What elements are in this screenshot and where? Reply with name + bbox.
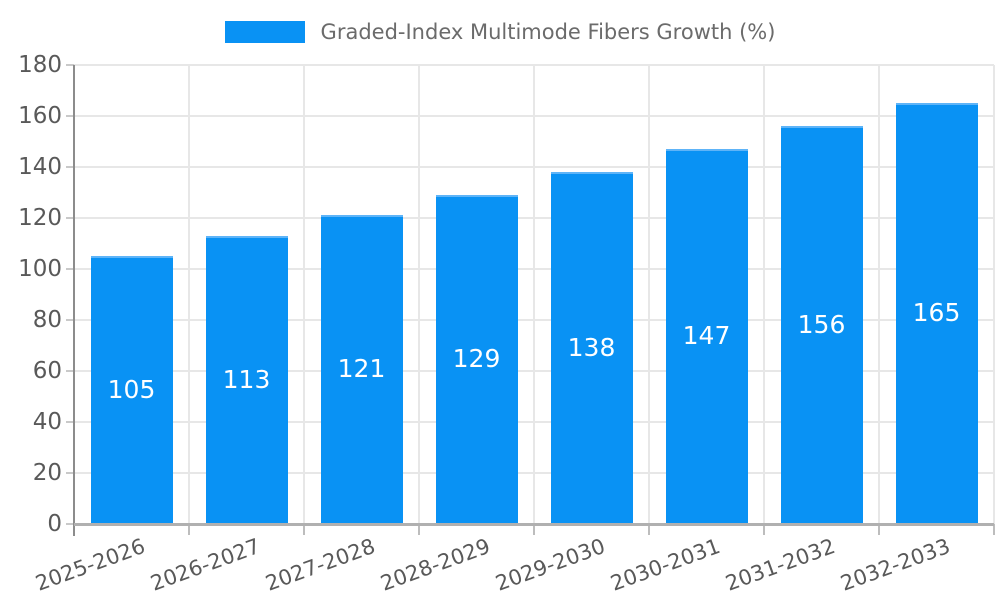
x-axis-tick	[303, 523, 305, 535]
bar[interactable]	[665, 149, 748, 524]
gridline-vertical	[878, 65, 880, 524]
y-axis-tick-label: 140	[18, 153, 62, 180]
y-axis-tick	[66, 471, 74, 474]
x-axis-tick	[533, 523, 535, 535]
bar-value-label: 138	[567, 332, 616, 362]
bar-value-label: 121	[337, 354, 386, 384]
y-axis-tick	[66, 165, 74, 168]
gridline-vertical	[533, 65, 535, 524]
y-axis-tick-label: 40	[32, 408, 62, 435]
y-axis-tick-label: 0	[47, 510, 62, 537]
bar-value-label: 105	[107, 374, 156, 404]
x-axis-tick-label: 2026-2027	[146, 533, 263, 596]
x-axis-tick-label: 2030-2031	[606, 533, 723, 596]
x-axis-tick	[993, 523, 995, 535]
chart-legend[interactable]: Graded-Index Multimode Fibers Growth (%)	[0, 20, 1000, 44]
x-axis-tick-label: 2027-2028	[261, 533, 378, 596]
bar[interactable]	[895, 103, 978, 524]
gridline-vertical	[303, 65, 305, 524]
x-axis-tick	[648, 523, 650, 535]
y-axis-tick	[66, 369, 74, 372]
x-axis-tick	[188, 523, 190, 535]
x-axis-tick	[763, 523, 765, 535]
gridline-vertical	[188, 65, 190, 524]
y-axis-tick-label: 100	[18, 255, 62, 282]
bar-value-label: 165	[912, 298, 961, 328]
bar[interactable]	[435, 194, 518, 524]
gridline-vertical	[418, 65, 420, 524]
bar[interactable]	[780, 126, 863, 524]
y-axis-tick	[66, 216, 74, 219]
bar-value-label: 129	[452, 344, 501, 374]
y-axis-tick	[66, 267, 74, 270]
y-axis-line	[73, 65, 75, 536]
bar[interactable]	[550, 171, 633, 524]
y-axis-tick	[66, 64, 74, 66]
bar-value-label: 113	[222, 364, 271, 394]
bar-value-label: 147	[682, 321, 731, 351]
legend-swatch-icon	[224, 21, 305, 43]
bar-value-label: 156	[797, 309, 846, 339]
y-axis-tick-label: 60	[32, 357, 62, 384]
x-axis-tick-label: 2025-2026	[31, 533, 148, 596]
bar[interactable]	[205, 235, 288, 524]
gridline-vertical	[648, 65, 650, 524]
y-axis-tick	[66, 420, 74, 423]
x-axis-tick-label: 2028-2029	[376, 533, 493, 596]
gridline-vertical	[763, 65, 765, 524]
y-axis-tick	[66, 522, 74, 525]
bar[interactable]	[90, 256, 173, 524]
y-axis-tick	[66, 114, 74, 117]
legend-label: Graded-Index Multimode Fibers Growth (%)	[320, 20, 776, 44]
y-axis-tick-label: 180	[18, 52, 62, 78]
x-axis-tick-label: 2029-2030	[491, 533, 608, 596]
x-axis-tick	[418, 523, 420, 535]
x-axis-line	[74, 522, 994, 526]
bar[interactable]	[320, 215, 403, 524]
y-axis-tick	[66, 318, 74, 321]
gridline-vertical	[993, 65, 995, 524]
x-axis-tick	[878, 523, 880, 535]
x-axis-tick-label: 2031-2032	[721, 533, 838, 596]
y-axis-tick-label: 20	[32, 459, 62, 486]
x-axis-tick-label: 2032-2033	[836, 533, 953, 596]
y-axis-tick-label: 160	[18, 102, 62, 129]
y-axis-tick-label: 120	[18, 204, 62, 231]
y-axis-tick-label: 80	[32, 306, 62, 333]
